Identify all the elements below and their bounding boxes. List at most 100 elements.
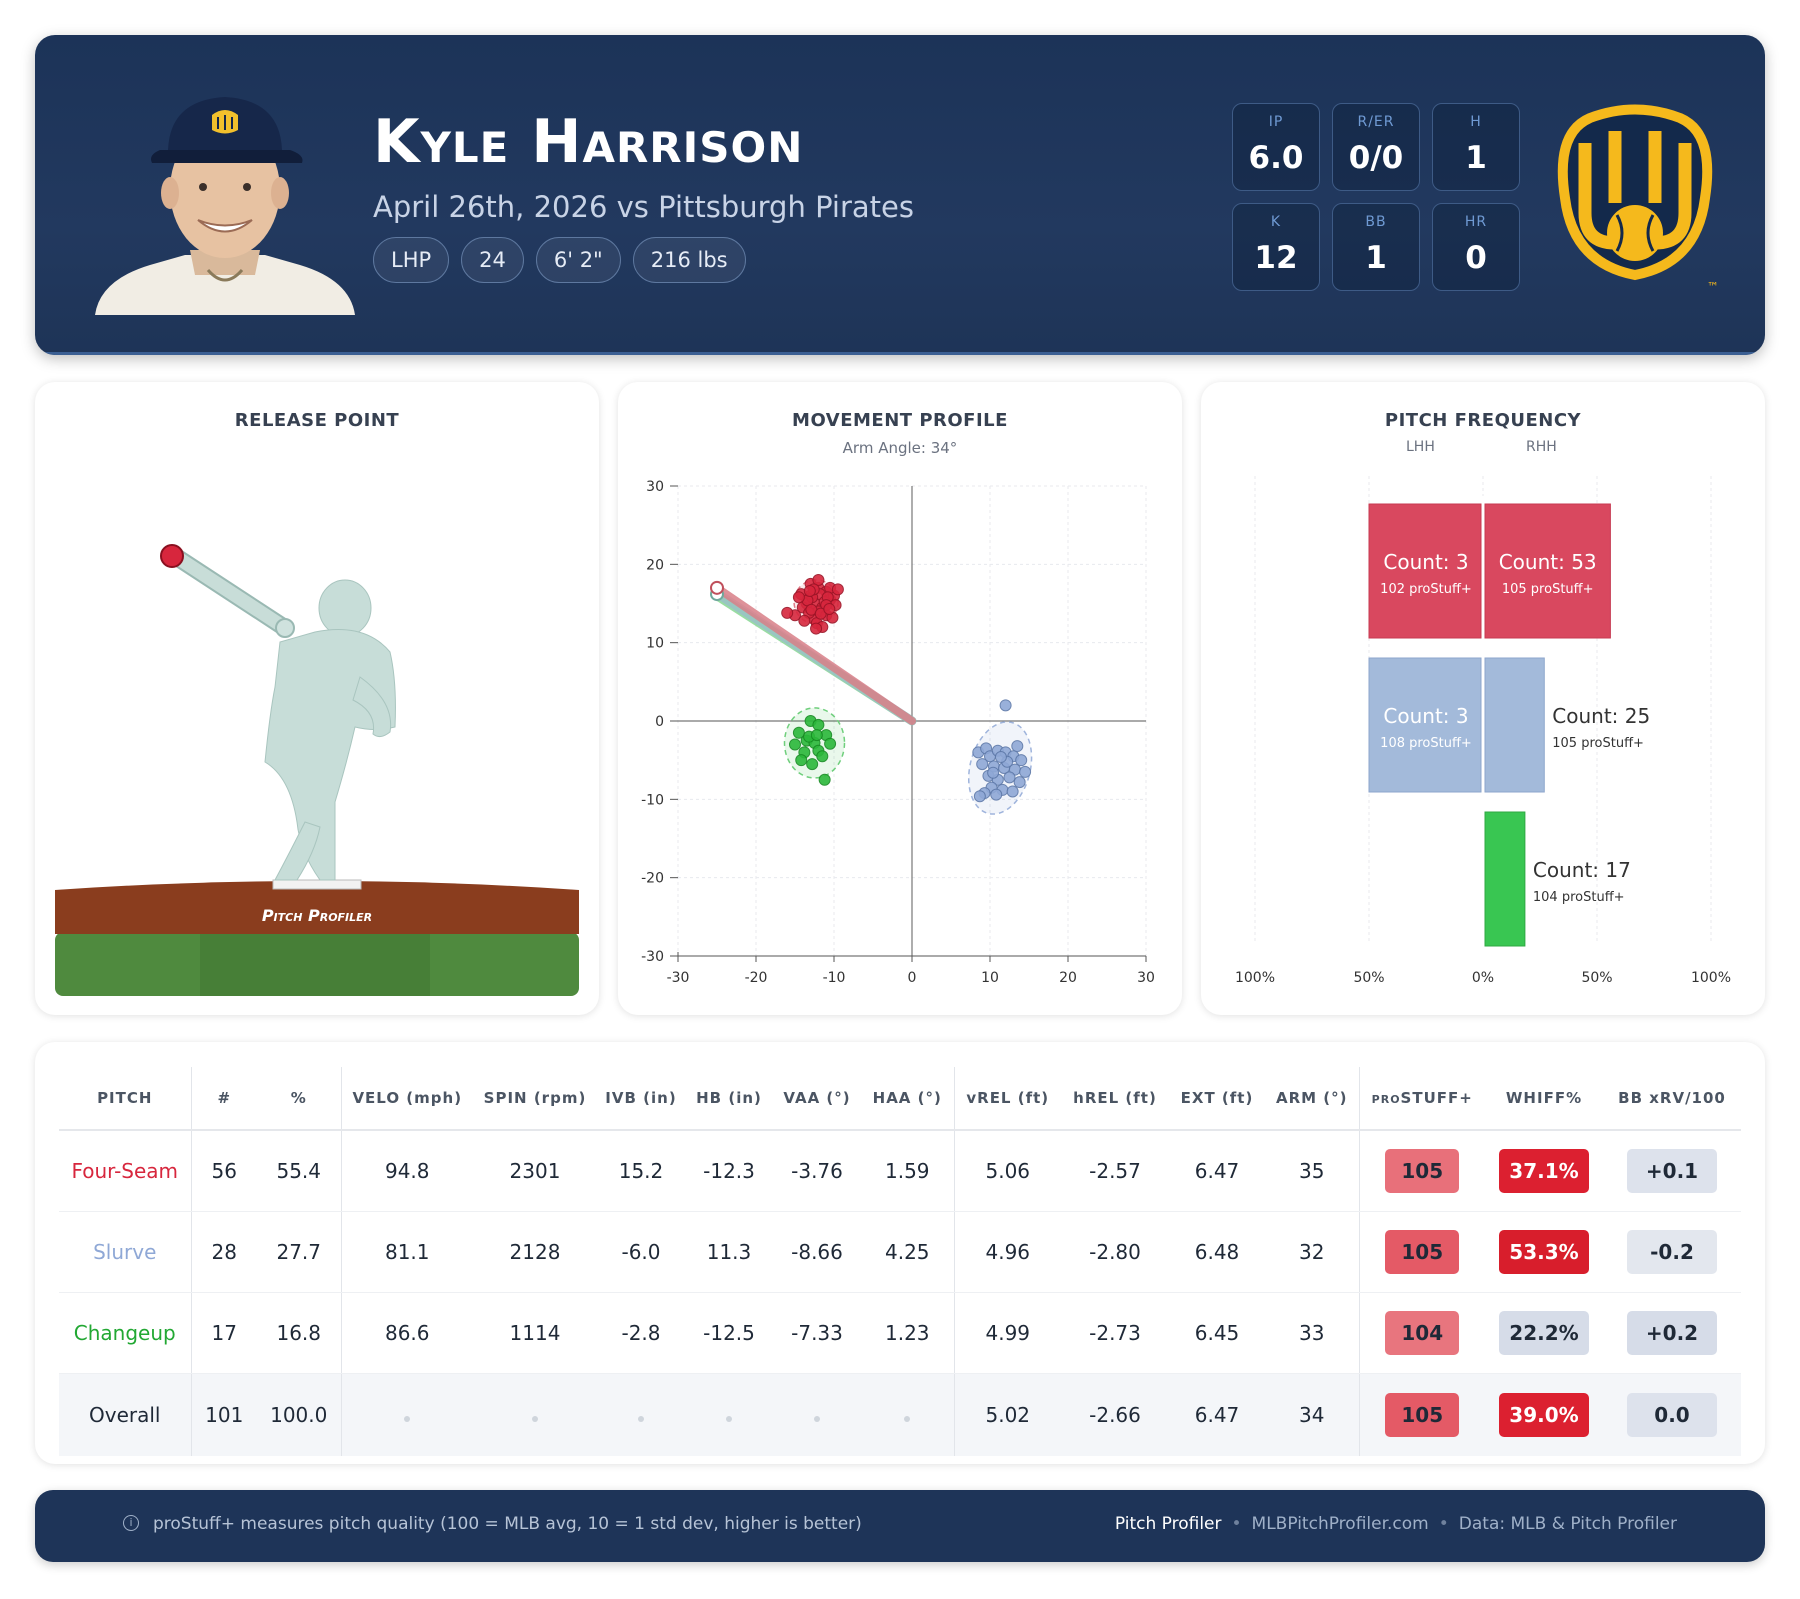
stat-value: 0: [1465, 240, 1487, 276]
lhh-bar: [1368, 657, 1482, 793]
stat-value: 1: [1465, 140, 1487, 176]
pitch-point: [999, 699, 1012, 712]
x-tick-label: 10: [981, 970, 999, 986]
freq-tick-label: 100%: [1691, 970, 1731, 986]
pitch-point: [976, 758, 989, 771]
stat-r-er: R/ER 0/0: [1332, 103, 1420, 191]
footer-site-link[interactable]: MLBPitchProfiler.com: [1251, 1514, 1429, 1534]
pitch-point: [973, 790, 986, 803]
height-chip: 6' 2": [535, 237, 621, 283]
whiff-pill: 22.2%: [1499, 1310, 1589, 1355]
pitch-point: [824, 737, 837, 750]
n-cell: 28: [191, 1211, 257, 1293]
spin-cell: 2128: [473, 1211, 597, 1293]
vaa-cell: -3.76: [773, 1130, 861, 1212]
prostuff-pill: 105: [1385, 1392, 1460, 1437]
rhh-count-label: Count: 17: [1533, 858, 1631, 882]
hrel-cell: -2.73: [1061, 1292, 1169, 1374]
pitch-point: [795, 754, 808, 767]
arm-cell: 33: [1265, 1292, 1360, 1374]
table-row: Four-Seam 56 55.4 94.8 2301 15.2 -12.3 -3.76 1.5…: [59, 1130, 1741, 1212]
x-tick-label: 0: [908, 970, 917, 986]
x-tick-label: 20: [1059, 970, 1077, 986]
pitch-point: [792, 591, 805, 604]
release-point-panel: RELEASE POINT Pitch Profiler: [35, 382, 599, 1015]
whiff-pill: 37.1%: [1499, 1148, 1589, 1193]
pitch-point: [816, 750, 829, 763]
pitch-frequency-panel: PITCH FREQUENCY LHH RHH 100% 50% 0% 50% 100%…: [1201, 382, 1765, 1015]
empty-dot: [532, 1415, 538, 1422]
prostuff-cell: 104: [1359, 1292, 1485, 1374]
stat-value: 12: [1254, 240, 1298, 276]
pitch-name-cell: Slurve: [59, 1211, 192, 1293]
empty-cell: [473, 1373, 597, 1456]
empty-dot: [726, 1415, 732, 1422]
lhh-count-label: Count: 3: [1383, 704, 1468, 728]
col-vaa: VAA (°): [773, 1067, 861, 1131]
prostuff-pill: 104: [1385, 1310, 1460, 1355]
movement-scatter-chart: -30 -20 -10 0 10 20 30 30 20 10 0 -10 -20 -30: [641, 479, 1155, 986]
game-info: April 26th, 2026 vs Pittsburgh Pirates: [373, 190, 914, 224]
pitch-name-cell: Changeup: [59, 1292, 192, 1374]
arm-angle-subtitle: Arm Angle: 34°: [842, 439, 958, 457]
stat-hr: HR 0: [1432, 203, 1520, 291]
bb-xrv-pill: +0.2: [1627, 1310, 1717, 1355]
movement-profile-panel: MOVEMENT PROFILE Arm Angle: 34° -30 -20 -1…: [618, 382, 1182, 1015]
empty-dot: [404, 1415, 411, 1422]
n-cell: 101: [191, 1373, 257, 1456]
col-count: #: [191, 1067, 257, 1131]
team-logo-icon: ™: [1557, 104, 1719, 293]
stat-label: HR: [1464, 214, 1488, 230]
pitch-point: [831, 583, 844, 596]
svg-text:™: ™: [1707, 280, 1719, 293]
empty-dot: [814, 1415, 820, 1422]
col-arm: ARM (°): [1265, 1067, 1360, 1131]
lhh-label: LHH: [1406, 439, 1435, 455]
table-row: Changeup 17 16.8 86.6 1114 -2.8 -12.5 -7.33 1.23…: [59, 1292, 1741, 1374]
vaa-cell: -8.66: [773, 1211, 861, 1293]
release-marker: [710, 580, 724, 595]
prostuff-cell: 105: [1359, 1211, 1485, 1293]
haa-cell: 1.23: [861, 1292, 955, 1374]
velo-cell: 86.6: [341, 1292, 473, 1374]
footer: i proStuff+ measures pitch quality (100 …: [35, 1490, 1765, 1562]
pitch-frequency-chart: 100% 50% 0% 50% 100% Count: 3 102 proStuff+ Cou…: [1235, 476, 1731, 986]
bb-xrv-cell: +0.1: [1603, 1130, 1741, 1212]
freq-tick-label: 0%: [1472, 970, 1494, 986]
empty-cell: [773, 1373, 861, 1456]
hb-cell: -12.3: [685, 1130, 773, 1212]
vrel-cell: 5.02: [954, 1373, 1061, 1456]
pitch-point: [818, 773, 831, 786]
vrel-cell: 5.06: [954, 1130, 1061, 1212]
footer-brand: Pitch Profiler: [1114, 1514, 1222, 1534]
prostuff-cell: 105: [1359, 1373, 1485, 1456]
rhh-stuff-label: 104 proStuff+: [1533, 890, 1625, 905]
col-percent: %: [257, 1067, 342, 1131]
spin-cell: 1114: [473, 1292, 597, 1374]
pitch-point: [1013, 776, 1026, 789]
pitch-profiler-mark: Pitch Profiler: [262, 906, 372, 925]
spin-cell: 2301: [473, 1130, 597, 1212]
y-tick-label: 20: [646, 557, 664, 573]
x-tick-label: -10: [823, 970, 846, 986]
ivb-cell: -6.0: [597, 1211, 685, 1293]
stat-value: 1: [1365, 240, 1387, 276]
pitch-frequency-title: PITCH FREQUENCY: [1384, 410, 1582, 431]
ext-cell: 6.45: [1169, 1292, 1265, 1374]
empty-cell: [685, 1373, 773, 1456]
pitch-point: [1003, 771, 1016, 784]
info-icon: i: [123, 1515, 139, 1531]
whiff-pill: 53.3%: [1499, 1229, 1589, 1274]
col-vrel: vREL (ft): [954, 1067, 1061, 1131]
hb-cell: -12.5: [685, 1292, 773, 1374]
rhh-bar: [1484, 503, 1611, 639]
x-tick-label: 30: [1137, 970, 1155, 986]
weight-chip: 216 lbs: [632, 237, 746, 283]
pct-cell: 100.0: [257, 1373, 342, 1456]
lhh-count-label: Count: 3: [1383, 550, 1468, 574]
ext-cell: 6.47: [1169, 1373, 1265, 1456]
hrel-cell: -2.80: [1061, 1211, 1169, 1293]
arm-cell: 35: [1265, 1130, 1360, 1212]
velo-cell: 81.1: [341, 1211, 473, 1293]
